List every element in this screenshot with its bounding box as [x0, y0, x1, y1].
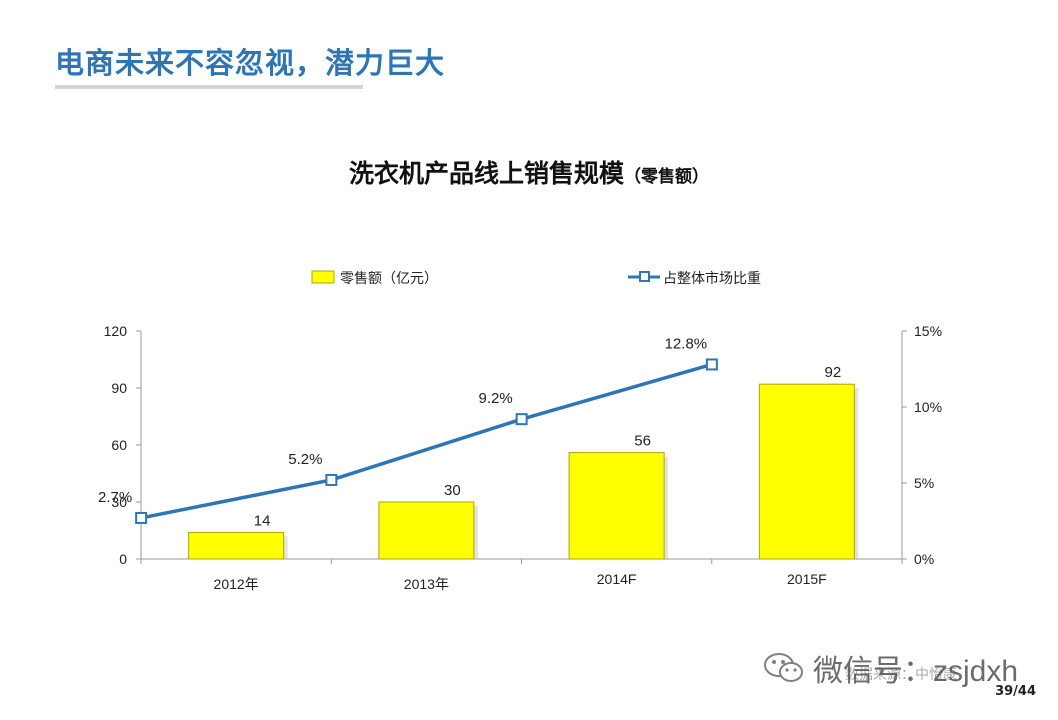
legend-bar-swatch — [311, 270, 335, 284]
title-underline — [55, 85, 363, 89]
share-line — [140, 362, 713, 520]
share-point — [705, 358, 718, 371]
x-tick-label: 2013年 — [404, 576, 449, 592]
left-tick-label: 60 — [111, 437, 127, 453]
watermark-text: 微信号：zsjdxh — [813, 655, 1019, 688]
right-tick-label: 15% — [914, 323, 942, 339]
bar-value-label: 14 — [254, 512, 271, 529]
share-point — [515, 413, 528, 426]
slide-title: 电商未来不容忽视，潜力巨大 — [55, 46, 446, 80]
chart-title-main: 洗衣机产品线上销售规模 — [348, 159, 624, 188]
legend-line-label: 占整体市场比重 — [663, 270, 761, 286]
bar-value-label: 92 — [825, 364, 842, 381]
page-number: 39/44 — [995, 684, 1036, 699]
right-tick-label: 0% — [914, 551, 934, 567]
left-tick-label: 90 — [111, 380, 127, 396]
right-tick-label: 5% — [914, 475, 934, 491]
chart-title: 洗衣机产品线上销售规模（零售额） — [0, 154, 1058, 190]
source-note: 数据来源：中怡康 — [845, 667, 957, 683]
share-label: 5.2% — [288, 451, 322, 468]
left-tick-label: 0 — [119, 551, 127, 567]
left-tick-label: 120 — [104, 323, 128, 339]
share-label: 12.8% — [665, 335, 708, 352]
left-tick-label: 30 — [111, 494, 127, 510]
wechat-icon — [764, 653, 803, 682]
x-tick-label: 2014F — [597, 571, 637, 587]
chart-subtitle: （零售额） — [624, 167, 709, 187]
bar — [758, 383, 855, 560]
x-tick-label: 2015F — [787, 571, 827, 587]
share-point — [325, 473, 338, 486]
share-label: 9.2% — [479, 390, 513, 407]
share-label: 2.7% — [98, 489, 132, 506]
bar-value-label: 30 — [444, 482, 461, 499]
bar — [188, 531, 285, 560]
share-point — [135, 511, 148, 524]
x-tick-label: 2012年 — [214, 576, 259, 592]
legend-line-marker — [639, 271, 650, 282]
legend-bar-label: 零售额（亿元） — [340, 270, 438, 286]
legend: 零售额（亿元） 占整体市场比重 — [311, 270, 761, 286]
wechat-watermark: 微信号：zsjdxh — [763, 646, 1018, 690]
right-tick-label: 10% — [914, 399, 942, 415]
bar-value-label: 56 — [634, 433, 651, 450]
bar — [378, 501, 475, 560]
bar — [568, 452, 665, 560]
